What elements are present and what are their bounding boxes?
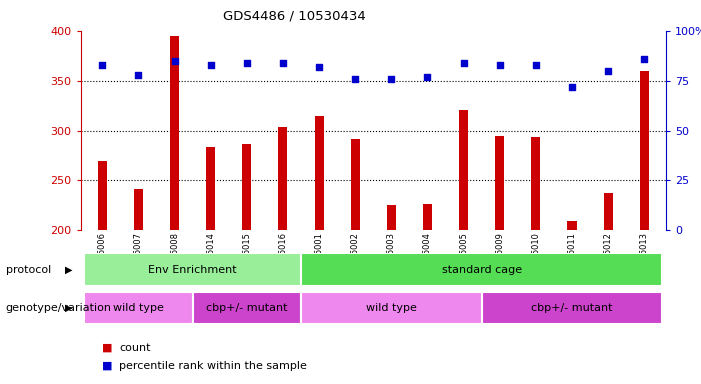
Bar xyxy=(243,144,252,230)
Bar xyxy=(350,139,360,230)
Text: percentile rank within the sample: percentile rank within the sample xyxy=(119,361,307,371)
Text: cbp+/- mutant: cbp+/- mutant xyxy=(531,303,613,313)
Text: ■: ■ xyxy=(102,361,112,371)
Bar xyxy=(315,116,324,230)
Bar xyxy=(301,292,482,324)
Point xyxy=(132,71,144,78)
Text: standard cage: standard cage xyxy=(442,265,522,275)
Bar xyxy=(459,109,468,230)
Bar xyxy=(531,137,540,230)
Point xyxy=(530,61,541,68)
Point xyxy=(494,61,505,68)
Point xyxy=(97,61,108,68)
Bar xyxy=(84,292,193,324)
Text: ■: ■ xyxy=(102,343,112,353)
Point xyxy=(386,76,397,82)
Text: genotype/variation: genotype/variation xyxy=(6,303,111,313)
Point xyxy=(205,61,217,68)
Text: cbp+/- mutant: cbp+/- mutant xyxy=(206,303,287,313)
Point xyxy=(458,60,469,66)
Bar xyxy=(97,161,107,230)
Bar xyxy=(301,253,662,286)
Text: wild type: wild type xyxy=(113,303,164,313)
Bar xyxy=(568,222,576,230)
Bar xyxy=(206,147,215,230)
Bar xyxy=(84,253,301,286)
Text: ▶: ▶ xyxy=(65,265,72,275)
Bar xyxy=(387,205,396,230)
Point xyxy=(350,76,361,82)
Text: ▶: ▶ xyxy=(65,303,72,313)
Bar xyxy=(640,71,649,230)
Point xyxy=(278,60,289,66)
Point xyxy=(169,58,180,64)
Bar xyxy=(278,127,287,230)
Text: Env Enrichment: Env Enrichment xyxy=(149,265,237,275)
Text: GDS4486 / 10530434: GDS4486 / 10530434 xyxy=(223,10,366,23)
Point xyxy=(603,68,614,74)
Text: wild type: wild type xyxy=(366,303,417,313)
Point xyxy=(422,74,433,80)
Text: protocol: protocol xyxy=(6,265,51,275)
Bar xyxy=(134,189,143,230)
Bar xyxy=(495,136,504,230)
Point xyxy=(241,60,252,66)
Point xyxy=(566,84,578,90)
Point xyxy=(313,64,325,70)
Bar xyxy=(482,292,662,324)
Bar xyxy=(423,204,432,230)
Bar xyxy=(193,292,301,324)
Point xyxy=(639,56,650,62)
Text: count: count xyxy=(119,343,151,353)
Bar xyxy=(604,194,613,230)
Bar xyxy=(170,36,179,230)
